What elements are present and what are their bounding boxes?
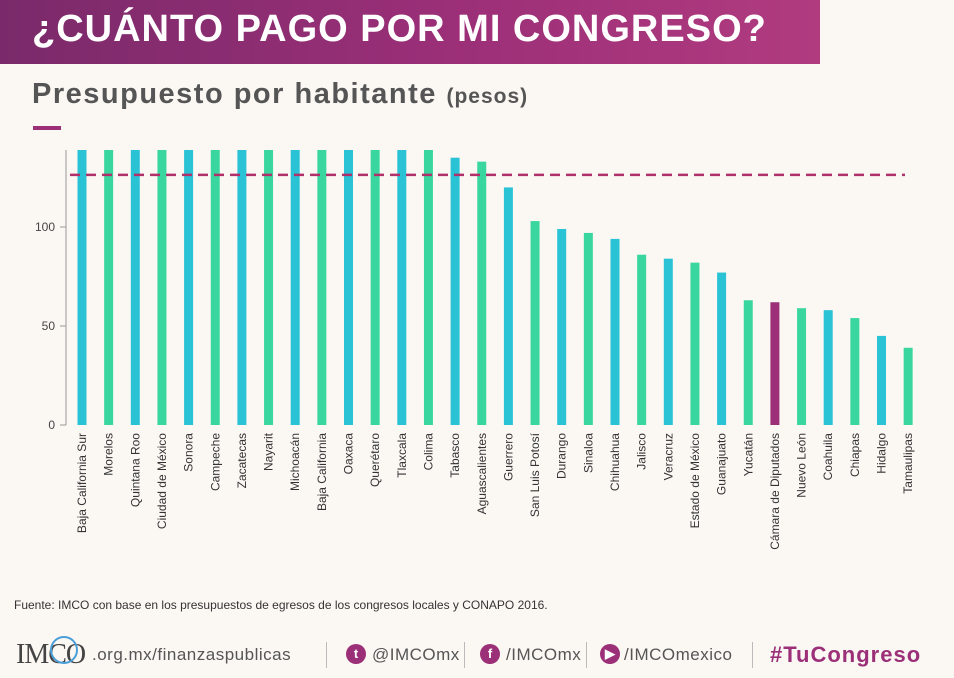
x-tick-label: Hidalgo — [875, 433, 889, 474]
x-tick-label: Michoacán — [288, 433, 302, 491]
x-tick-label: Jalisco — [635, 433, 649, 470]
bar — [557, 228, 567, 425]
x-tick-label: Cámara de Diputados — [768, 433, 782, 550]
x-tick-label: Tlaxcala — [395, 433, 409, 478]
bar-chart: 050100150200250 Baja California SurMorel… — [35, 150, 915, 550]
bar — [477, 161, 487, 425]
x-tick-label: Guanajuato — [715, 433, 729, 495]
bar — [130, 150, 140, 425]
bar — [903, 347, 913, 425]
y-axis: 050100150200250 — [35, 150, 67, 432]
bar — [104, 150, 114, 425]
bar — [503, 187, 513, 425]
bar — [823, 310, 833, 425]
x-tick-label: Campeche — [208, 433, 222, 491]
bar — [743, 300, 753, 425]
divider — [464, 642, 465, 668]
page-title: ¿CUÁNTO PAGO POR MI CONGRESO? — [32, 8, 767, 50]
bar — [157, 150, 167, 425]
bar — [450, 157, 460, 425]
x-tick-label: Zacatecas — [235, 433, 249, 488]
facebook-icon: f — [480, 644, 500, 664]
imco-logo-ring-icon — [50, 636, 78, 664]
x-tick-label: Tamaulipas — [901, 433, 915, 494]
x-tick-label: Quintana Roo — [128, 433, 142, 507]
x-tick-label: Chihuahua — [608, 433, 622, 491]
bar — [317, 150, 327, 425]
bar — [77, 150, 87, 426]
x-tick-label: Veracruz — [661, 433, 675, 480]
bar — [237, 150, 247, 426]
x-tick-label: Chiapas — [848, 433, 862, 477]
bars — [77, 150, 913, 426]
accent-divider — [33, 126, 61, 130]
bar — [370, 150, 380, 425]
x-tick-label: Sonora — [182, 433, 196, 472]
divider — [752, 642, 753, 668]
hashtag: #TuCongreso — [770, 642, 922, 667]
bar — [264, 150, 274, 425]
x-tick-label: Baja California Sur — [75, 433, 89, 533]
bar — [184, 150, 194, 425]
bar — [770, 302, 780, 425]
y-tick-label: 0 — [48, 418, 55, 432]
twitter-handle[interactable]: @IMCOmx — [372, 645, 460, 664]
bar — [397, 150, 407, 425]
divider — [586, 642, 587, 668]
x-tick-label: Querétaro — [368, 433, 382, 487]
bar — [797, 308, 807, 425]
x-tick-label: Morelos — [102, 433, 116, 476]
subtitle-unit: (pesos) — [446, 85, 529, 108]
bar — [637, 254, 647, 425]
subtitle-text: Presupuesto por habitante — [32, 78, 437, 110]
bar — [583, 232, 593, 425]
bar — [210, 150, 220, 426]
x-tick-label: San Luis Potosí — [528, 432, 542, 517]
bar — [530, 221, 540, 425]
divider — [326, 642, 327, 668]
average-reference: Promedio: $126.3 — [70, 173, 905, 177]
x-tick-label: Oaxaca — [342, 433, 356, 475]
title-banner: ¿CUÁNTO PAGO POR MI CONGRESO? — [0, 0, 820, 64]
twitter-icon: t — [346, 644, 366, 664]
x-tick-label: Nuevo León — [795, 433, 809, 498]
y-tick-label: 100 — [35, 220, 55, 234]
bar — [344, 150, 353, 425]
x-tick-label: Ciudad de México — [155, 433, 169, 529]
website-link[interactable]: .org.mx/finanzaspublicas — [92, 645, 292, 664]
footer: IMCO .org.mx/finanzaspublicas t @IMCOmx … — [0, 632, 954, 678]
bar — [610, 238, 620, 425]
chart-subtitle: Presupuesto por habitante (pesos) — [32, 78, 528, 111]
x-tick-label: Guerrero — [501, 433, 515, 481]
x-tick-label: Coahuila — [821, 433, 835, 481]
facebook-handle[interactable]: /IMCOmx — [506, 645, 582, 664]
x-tick-label: Durango — [555, 433, 569, 479]
x-tick-label: Estado de México — [688, 433, 702, 529]
x-tick-label: Colima — [421, 433, 435, 471]
youtube-handle[interactable]: /IMCOmexico — [624, 645, 733, 664]
bar — [690, 262, 700, 425]
y-tick-label: 50 — [42, 319, 56, 333]
x-tick-label: Sinaloa — [581, 433, 595, 473]
bar — [663, 258, 673, 425]
bar — [850, 318, 860, 425]
youtube-icon: ▶ — [600, 644, 620, 664]
x-tick-label: Tabasco — [448, 433, 462, 478]
x-axis-labels: Baja California Sur Morelos Quintana Roo Ci… — [75, 432, 915, 549]
bar — [717, 272, 727, 425]
bar — [423, 150, 433, 426]
x-tick-label: Aguascalientes — [475, 433, 489, 514]
x-tick-label: Nayarit — [262, 432, 276, 471]
bar — [290, 150, 300, 425]
source-note: Fuente: IMCO con base en los presupuesto… — [14, 598, 548, 612]
x-tick-label: Yucatán — [741, 433, 755, 476]
bar — [877, 335, 886, 425]
x-tick-label: Baja California — [315, 433, 329, 511]
